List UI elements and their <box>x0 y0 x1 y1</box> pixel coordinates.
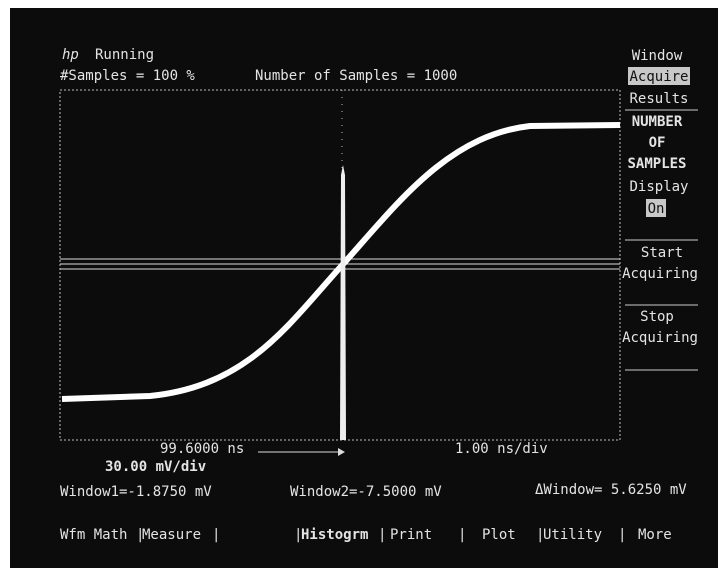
menu-item: Display <box>629 179 688 195</box>
samples-pct: #Samples = 100 % <box>60 68 195 84</box>
sep: | <box>378 527 386 543</box>
sep: | <box>294 527 302 543</box>
status: Running <box>95 47 154 63</box>
softkey[interactable]: Wfm Math <box>60 527 127 543</box>
menu-item[interactable]: NUMBER <box>632 114 683 130</box>
softkey[interactable]: Histogrm <box>301 527 368 543</box>
window1: Window1=-1.8750 mV <box>60 484 212 500</box>
menu-item[interactable]: Acquiring <box>622 330 698 346</box>
screen <box>10 8 718 568</box>
menu-item[interactable]: OF <box>649 135 666 151</box>
softkey[interactable]: Plot <box>482 527 516 543</box>
num-samples: Number of Samples = 1000 <box>255 68 457 84</box>
menu-item[interactable]: SAMPLES <box>627 156 686 172</box>
softkey[interactable]: More <box>638 527 672 543</box>
sep: | <box>618 527 626 543</box>
menu-item[interactable]: On <box>648 201 665 217</box>
menu-item[interactable]: Start <box>641 245 683 261</box>
sep: | <box>136 527 144 543</box>
menu-item[interactable]: Acquiring <box>622 266 698 282</box>
time-ref: 99.6000 ns <box>160 441 244 457</box>
histogram <box>340 165 346 440</box>
window2: Window2=-7.5000 mV <box>290 484 442 500</box>
delta-window: ΔWindow= 5.6250 mV <box>535 482 687 498</box>
volt-scale: 30.00 mV/div <box>105 459 206 475</box>
sep: | <box>458 527 466 543</box>
sep: | <box>212 527 220 543</box>
softkey[interactable]: Measure <box>142 527 201 543</box>
menu-item[interactable]: Window <box>632 48 683 64</box>
menu-item: Results <box>629 91 688 107</box>
highlight <box>628 67 690 85</box>
time-scale: 1.00 ns/div <box>455 441 548 457</box>
ref-arrow-head <box>338 448 345 456</box>
softkey[interactable]: Print <box>390 527 432 543</box>
highlight <box>646 199 666 217</box>
menu-item[interactable]: Stop <box>640 309 674 325</box>
brand: hp <box>62 47 79 63</box>
softkey[interactable]: Utility <box>543 527 602 543</box>
sep: | <box>536 527 544 543</box>
menu-item[interactable]: Acquire <box>629 69 688 85</box>
